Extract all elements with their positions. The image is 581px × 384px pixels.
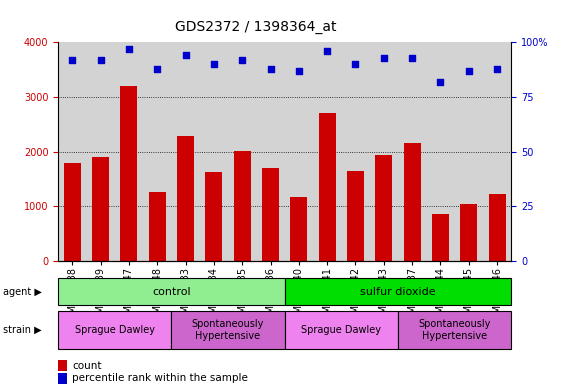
- Point: [153, 65, 162, 71]
- Bar: [347, 171, 364, 261]
- Point: [379, 55, 389, 61]
- Point: [124, 46, 134, 52]
- Bar: [398, 311, 511, 349]
- Text: Spontaneously
Hypertensive: Spontaneously Hypertensive: [418, 319, 491, 341]
- Bar: [149, 192, 166, 261]
- Point: [464, 68, 474, 74]
- Bar: [285, 311, 398, 349]
- Point: [493, 65, 502, 71]
- Text: agent ▶: agent ▶: [3, 287, 42, 297]
- Bar: [206, 172, 223, 261]
- Text: Sprague Dawley: Sprague Dawley: [302, 325, 381, 335]
- Point: [209, 61, 218, 67]
- Bar: [318, 113, 336, 261]
- Text: Sprague Dawley: Sprague Dawley: [75, 325, 155, 335]
- Point: [266, 65, 275, 71]
- Bar: [489, 194, 505, 261]
- Bar: [285, 278, 511, 305]
- Text: percentile rank within the sample: percentile rank within the sample: [72, 373, 248, 383]
- Text: control: control: [152, 287, 191, 297]
- Bar: [375, 155, 392, 261]
- Text: strain ▶: strain ▶: [3, 325, 41, 335]
- Bar: [58, 311, 171, 349]
- Text: GDS2372 / 1398364_at: GDS2372 / 1398364_at: [175, 20, 336, 34]
- Point: [181, 52, 190, 58]
- Bar: [64, 163, 81, 261]
- Bar: [404, 144, 421, 261]
- Point: [407, 55, 417, 61]
- Point: [96, 57, 105, 63]
- Bar: [460, 204, 477, 261]
- Point: [294, 68, 303, 74]
- Point: [238, 57, 247, 63]
- Bar: [290, 197, 307, 261]
- Text: count: count: [72, 361, 102, 371]
- Point: [67, 57, 77, 63]
- Point: [436, 79, 445, 85]
- Point: [322, 48, 332, 54]
- Bar: [177, 136, 194, 261]
- Text: Spontaneously
Hypertensive: Spontaneously Hypertensive: [192, 319, 264, 341]
- Bar: [262, 168, 279, 261]
- Text: sulfur dioxide: sulfur dioxide: [360, 287, 436, 297]
- Bar: [58, 278, 285, 305]
- Bar: [171, 311, 285, 349]
- Bar: [432, 214, 449, 261]
- Bar: [234, 151, 251, 261]
- Bar: [120, 86, 137, 261]
- Point: [351, 61, 360, 67]
- Bar: [92, 157, 109, 261]
